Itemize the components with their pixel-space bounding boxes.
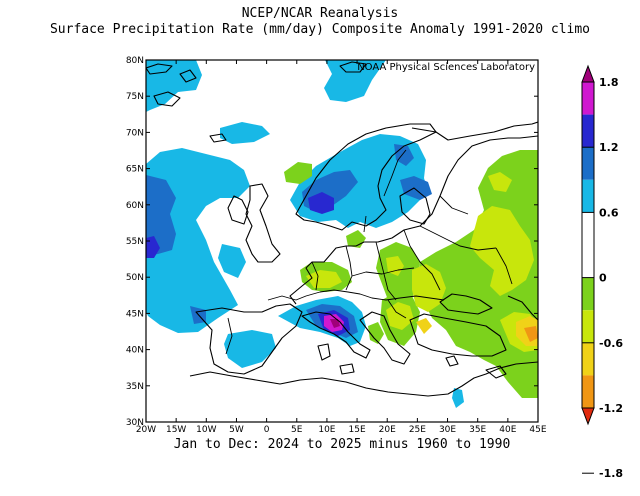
colorbar-segment: [582, 82, 594, 115]
lat-tick-label: 75N: [126, 92, 144, 102]
lon-tick-label: 15E: [349, 425, 366, 435]
title-line-1: NCEP/NCAR Reanalysis: [241, 6, 399, 21]
colorbar-label: 1.8: [599, 76, 619, 89]
colorbar: [581, 64, 595, 474]
colorbar-segment: [582, 342, 594, 376]
colorbar-segment: [582, 179, 594, 213]
lon-tick-label: 15W: [166, 425, 186, 435]
colorbar-label: -0.6: [599, 337, 623, 350]
colorbar-bottom-arrow: [581, 407, 595, 426]
lon-tick-label: 5W: [229, 425, 244, 435]
lat-tick-label: 65N: [126, 165, 144, 175]
lat-tick-label: 55N: [126, 237, 144, 247]
lon-tick-label: 25E: [409, 425, 426, 435]
lon-tick-label: 0: [264, 425, 270, 435]
lon-tick-label: 40E: [499, 425, 516, 435]
lon-tick-label: 10E: [318, 425, 335, 435]
lat-tick-label: 70N: [126, 128, 144, 138]
lon-tick-label: 30E: [439, 425, 456, 435]
colorbar-segment: [582, 375, 594, 408]
date-range-footer: Jan to Dec: 2024 to 2025 minus 1960 to 1…: [173, 437, 511, 452]
lat-tick-label: 50N: [126, 273, 144, 283]
lat-tick-label: 35N: [126, 382, 144, 392]
lon-tick-label: 20W: [136, 425, 156, 435]
credit-label: NOAA Physical Sciences Laboratory: [357, 62, 535, 73]
colorbar-segment: [582, 147, 594, 180]
lon-tick-label: 20E: [379, 425, 396, 435]
colorbar-segment: [582, 114, 594, 148]
lon-tick-label: 10W: [196, 425, 216, 435]
colorbar-label: 0.6: [599, 206, 619, 219]
colorbar-label: 1.2: [599, 141, 619, 154]
colorbar-label: -1.2: [599, 402, 623, 415]
colorbar-segment: [582, 245, 594, 278]
lon-tick-label: 35E: [469, 425, 486, 435]
colorbar-segment: [582, 212, 594, 245]
lat-tick-label: 40N: [126, 346, 144, 356]
lon-tick-label: 45E: [529, 425, 546, 435]
colorbar-top-arrow: [581, 64, 595, 83]
title-line-2: Surface Precipitation Rate (mm/day) Comp…: [49, 22, 591, 37]
colorbar-label: 0: [599, 272, 607, 285]
lon-tick-label: 5E: [291, 425, 303, 435]
anomaly-shading: [146, 60, 538, 408]
coastlines: [146, 61, 538, 397]
lat-tick-label: 60N: [126, 201, 144, 211]
colorbar-label: -1.8: [599, 467, 623, 480]
lat-tick-label: 80N: [126, 56, 144, 66]
lat-tick-label: 30N: [126, 418, 144, 428]
colorbar-segment: [582, 277, 594, 311]
lat-tick-label: 45N: [126, 309, 144, 319]
colorbar-segment: [582, 310, 594, 343]
